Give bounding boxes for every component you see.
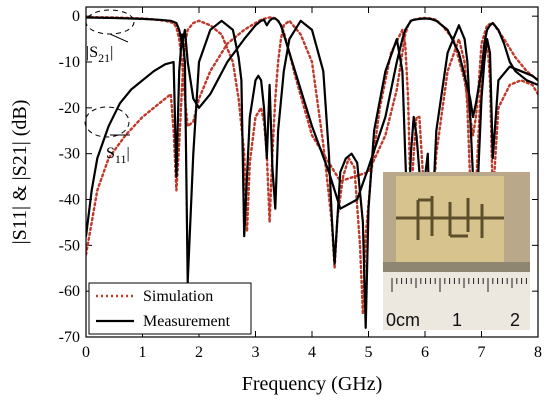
tick-labels: 0 1 2 3 4 5 6 7 8 0 -10 -20 -30 -40 -50 -60 -70 xyxy=(59,8,542,361)
ruler-ticks xyxy=(391,278,527,292)
ruler-label-2: 2 xyxy=(510,310,520,330)
y-tick-label: 0 xyxy=(72,8,80,25)
ruler-label-1: 1 xyxy=(452,310,462,330)
y-tick-label: -60 xyxy=(59,283,80,300)
series-measurement-s11-line xyxy=(86,19,538,329)
x-tick-label: 3 xyxy=(252,344,260,361)
annotation-s11: S11| xyxy=(84,106,130,166)
photo-shadow xyxy=(383,262,530,272)
legend-label-simulation: Simulation xyxy=(143,288,213,305)
annotation-s21-label: |S21| xyxy=(86,44,113,65)
x-tick-label: 6 xyxy=(421,344,429,361)
legend-box xyxy=(88,282,252,335)
x-axis-title: Frequency (GHz) xyxy=(242,373,383,395)
annotation-s21: |S21| xyxy=(85,9,135,65)
photo-circuit xyxy=(396,196,504,240)
x-tick-label: 5 xyxy=(365,344,373,361)
y-tick-label: -70 xyxy=(59,329,80,346)
x-tick-label: 8 xyxy=(534,344,542,361)
photo-ruler xyxy=(383,272,530,330)
x-tick-label: 2 xyxy=(195,344,203,361)
y-tick-label: -30 xyxy=(59,146,80,163)
y-axis-title: |S11| & |S21| (dB) xyxy=(9,100,31,245)
series-measurement-s21-line xyxy=(86,16,538,210)
annotation-s11-label: S11| xyxy=(106,145,130,166)
y-tick-label: -50 xyxy=(59,237,80,254)
y-tick-label: -10 xyxy=(59,54,80,71)
legend: Simulation Measurement xyxy=(88,282,252,335)
plot-frame xyxy=(85,6,539,338)
x-tick-label: 4 xyxy=(308,344,316,361)
y-tick-label: -40 xyxy=(59,192,80,209)
ruler-label-0cm: 0cm xyxy=(386,310,420,330)
legend-label-measurement: Measurement xyxy=(143,313,231,330)
annotation-s21-circle xyxy=(85,9,135,35)
annotation-s21-arrow xyxy=(109,33,129,43)
x-tick-label: 1 xyxy=(139,344,147,361)
inset-photo: 0cm 1 2 xyxy=(383,172,530,330)
x-tick-label: 7 xyxy=(478,344,486,361)
annotation-s11-circle xyxy=(84,106,130,138)
y-tick-label: -20 xyxy=(59,100,80,117)
x-tick-label: 0 xyxy=(82,344,90,361)
series-layer xyxy=(86,15,538,329)
